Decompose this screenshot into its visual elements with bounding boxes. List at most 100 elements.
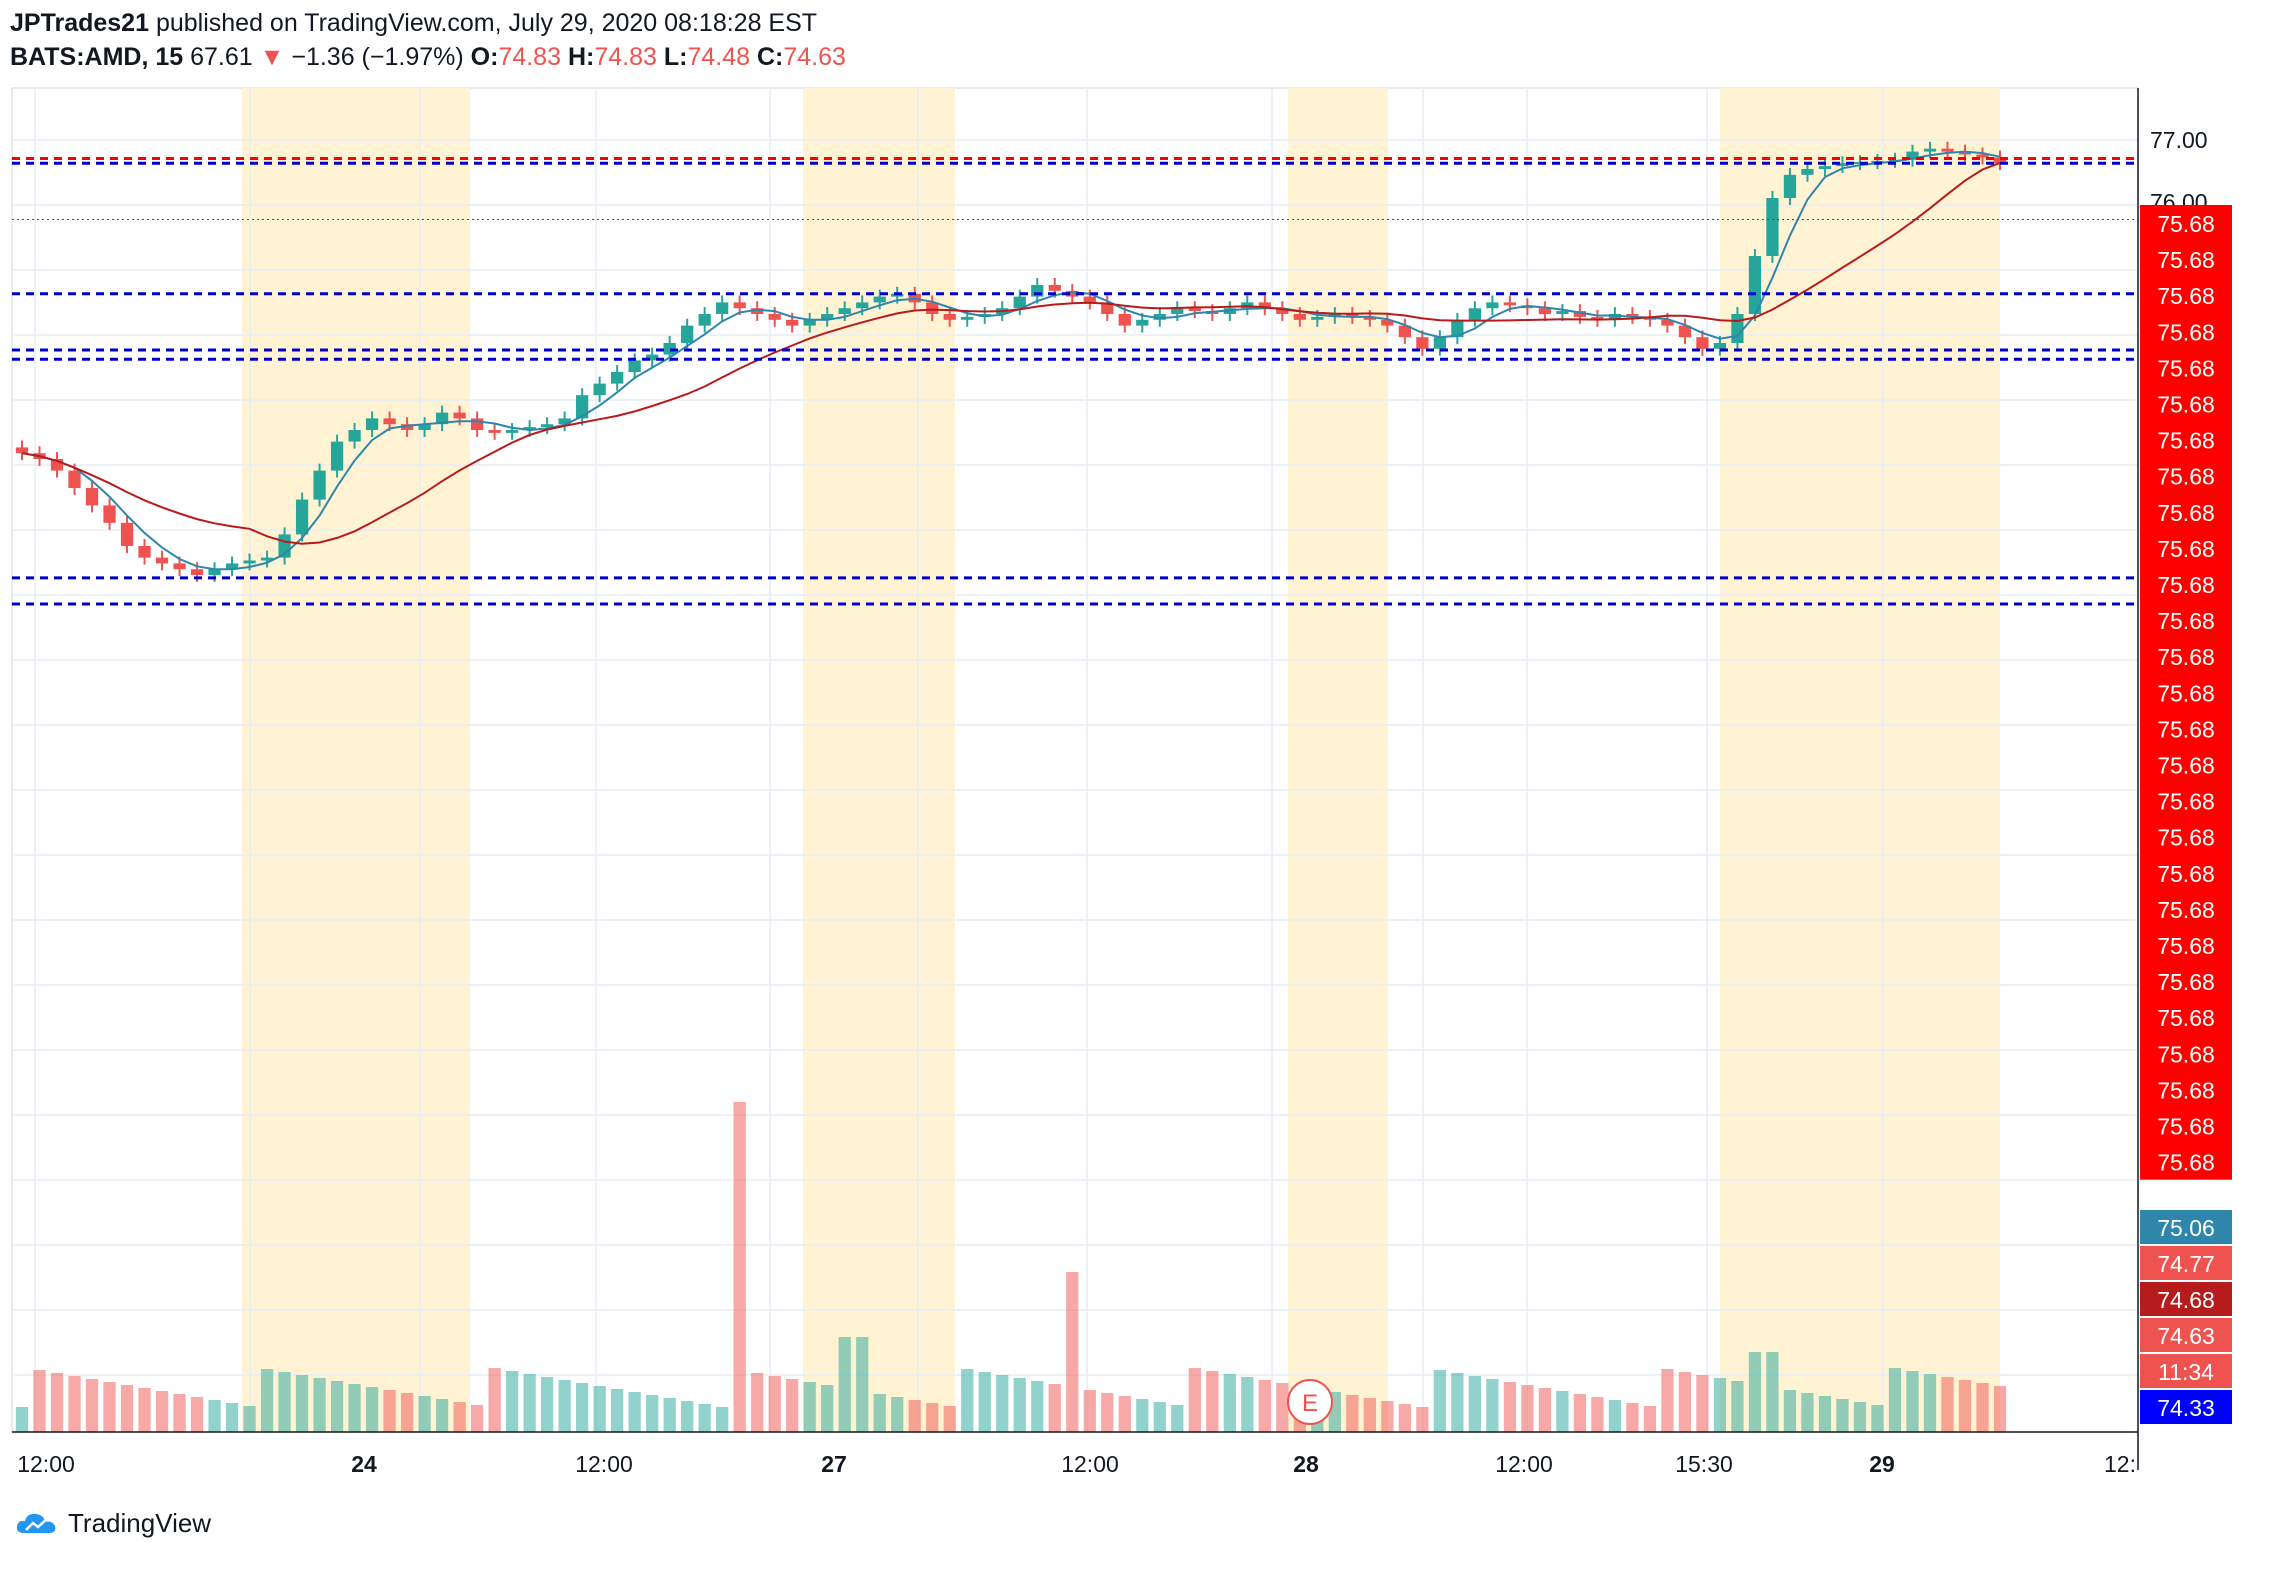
candle-body	[873, 296, 886, 303]
symbol-label[interactable]: BATS:AMD, 15	[10, 43, 184, 71]
candle-body	[1818, 166, 1832, 169]
candle-body	[733, 302, 746, 309]
tradingview-logo-icon[interactable]	[14, 1509, 60, 1539]
price-tag-label: 75.68	[2157, 716, 2215, 742]
candle-body	[505, 430, 519, 433]
volume-bar	[225, 1403, 239, 1432]
price-tag-label: 75.68	[2157, 1150, 2215, 1176]
last-price: 67.61	[190, 43, 253, 71]
volume-bar	[996, 1375, 1009, 1432]
session-shade-3	[1720, 88, 2000, 1432]
session-shade-1	[803, 88, 955, 1432]
candle-body	[1293, 314, 1306, 320]
candle-body	[1451, 319, 1464, 338]
volume-bar	[943, 1406, 956, 1432]
candle-body	[611, 372, 624, 384]
candle-body	[1661, 319, 1674, 326]
volume-bar	[961, 1369, 974, 1432]
candle-body	[576, 395, 589, 419]
candle-body	[243, 560, 256, 564]
volume-bar	[103, 1382, 116, 1432]
price-tag-label: 75.68	[2157, 825, 2215, 851]
footer: TradingView	[14, 1508, 211, 1539]
volume-bar	[926, 1403, 939, 1432]
price-tag-label: 75.68	[2157, 247, 2215, 273]
candle-body	[803, 319, 816, 326]
volume-bar	[1836, 1399, 1849, 1432]
volume-bar	[1923, 1374, 1937, 1432]
publish-info: JPTrades21 published on TradingView.com,…	[10, 6, 846, 40]
publisher-name[interactable]: JPTrades21	[10, 9, 149, 37]
candle-body	[470, 418, 484, 430]
volume-bar	[1573, 1394, 1587, 1432]
volume-bar	[1591, 1397, 1604, 1432]
x-tick-label: 12:	[2104, 1451, 2136, 1477]
x-tick-label: 24	[351, 1451, 377, 1477]
session-shade-0	[242, 88, 470, 1432]
candle-body	[1626, 314, 1639, 317]
volume-bar	[523, 1374, 536, 1432]
candle-body	[68, 470, 81, 488]
price-tag-label: 75.68	[2157, 355, 2215, 381]
volume-bar	[1713, 1378, 1727, 1432]
price-tag-label: 75.68	[2157, 211, 2215, 237]
volume-bar	[313, 1378, 326, 1432]
volume-bar	[1381, 1401, 1394, 1432]
candle-body	[1136, 319, 1149, 326]
volume-bar	[1818, 1396, 1832, 1432]
candle-body	[1276, 308, 1289, 314]
volume-bar	[1678, 1372, 1692, 1432]
volume-bar	[1976, 1383, 1989, 1432]
price-change: −1.36 (−1.97%)	[291, 43, 464, 71]
volume-bar	[646, 1395, 659, 1432]
candle-body	[838, 308, 851, 314]
candle-body	[1118, 314, 1131, 326]
candle-body	[155, 557, 169, 564]
earnings-marker-icon	[1287, 1379, 1333, 1425]
volume-bar	[1188, 1368, 1201, 1432]
candle-body	[1853, 162, 1867, 165]
volume-bar	[1171, 1405, 1184, 1432]
high-label: H:	[567, 43, 595, 71]
symbol-info: BATS:AMD, 15 67.61 ▼ −1.36 (−1.97%) O:74…	[10, 40, 846, 74]
candle-body	[1066, 290, 1079, 297]
candle-body	[1258, 302, 1271, 309]
volume-bar	[365, 1387, 379, 1432]
volume-bar	[663, 1398, 676, 1432]
volume-bar	[576, 1383, 589, 1432]
session-shade-2	[1288, 88, 1388, 1432]
price-tag-label: 75.68	[2157, 428, 2215, 454]
candle-body	[1538, 308, 1552, 314]
candle-body	[295, 499, 309, 535]
candle-body	[558, 418, 571, 425]
y-tick-label: 77.00	[2150, 127, 2208, 153]
special-price-tag	[2140, 1354, 2232, 1388]
volume-bar	[68, 1376, 81, 1432]
ma-slow-line	[21, 161, 2001, 545]
candle-body	[313, 470, 326, 500]
special-price-tag	[2140, 1390, 2232, 1424]
candle-body	[260, 557, 274, 561]
volume-bar	[295, 1375, 309, 1432]
price-tag-label: 75.68	[2157, 392, 2215, 418]
volume-bar	[470, 1405, 484, 1432]
volume-bar	[593, 1386, 606, 1432]
volume-bar	[190, 1397, 204, 1432]
volume-bar	[1696, 1375, 1709, 1432]
volume-bar	[400, 1393, 414, 1432]
volume-bar	[383, 1390, 396, 1432]
volume-bar	[1993, 1386, 2007, 1432]
x-tick-label: 12:00	[1495, 1451, 1553, 1477]
footer-brand[interactable]: TradingView	[68, 1508, 212, 1538]
candle-body	[1468, 308, 1481, 320]
candle-body	[1416, 337, 1429, 349]
candle-body	[926, 302, 939, 314]
volume-bar	[698, 1404, 711, 1432]
candle-body	[225, 563, 239, 570]
volume-bar	[155, 1391, 169, 1432]
candle-body	[1696, 337, 1709, 349]
volume-bar	[1556, 1391, 1569, 1432]
candle-body	[400, 424, 414, 430]
